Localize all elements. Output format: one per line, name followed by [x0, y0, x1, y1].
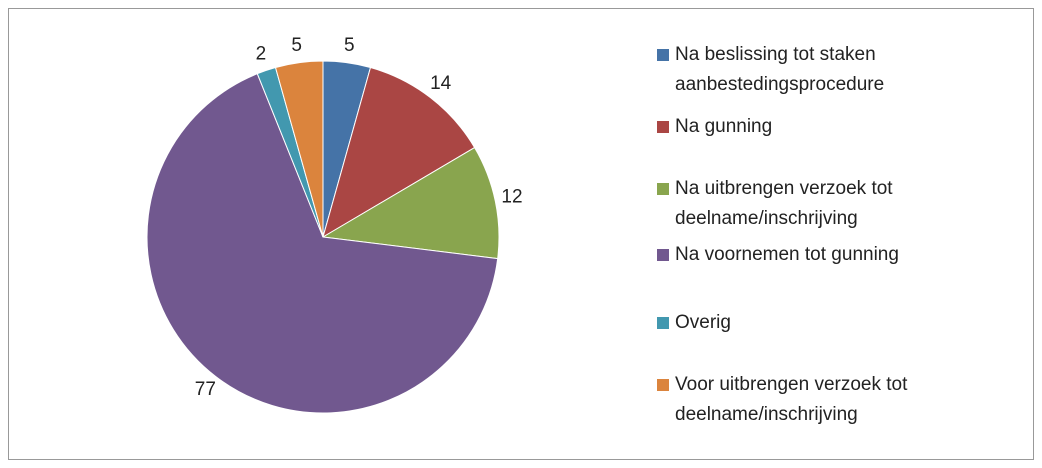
data-label: 5 [344, 35, 355, 56]
legend-label: Na gunning [675, 116, 773, 137]
legend-swatch [657, 183, 669, 195]
pie-slice [274, 60, 324, 238]
legend-label: Na beslissing tot staken aanbestedingspr… [675, 44, 885, 95]
legend-swatch [657, 121, 669, 133]
data-label: 5 [291, 35, 302, 56]
legend-swatch [657, 379, 669, 391]
pie-slice [322, 66, 476, 239]
legend-item: Na voornemen tot gunning [657, 240, 977, 270]
legend-label: Voor uitbrengen verzoek tot deelname/ins… [675, 374, 908, 425]
legend-label: Na voornemen tot gunning [675, 244, 899, 265]
legend-item: Voor uitbrengen verzoek tot deelname/ins… [657, 370, 977, 430]
legend-swatch [657, 249, 669, 261]
data-label: 2 [256, 43, 267, 64]
pie-slice [321, 146, 500, 260]
legend-item: Na uitbrengen verzoek tot deelname/insch… [657, 174, 977, 234]
legend-label: Na uitbrengen verzoek tot deelname/insch… [675, 178, 893, 229]
pie-slice [146, 73, 499, 414]
legend-label: Overig [675, 312, 731, 333]
legend-item: Na beslissing tot staken aanbestedingspr… [657, 40, 977, 100]
legend-swatch [657, 317, 669, 329]
legend-swatch [657, 49, 669, 61]
data-label: 14 [430, 73, 452, 94]
data-label: 12 [501, 187, 522, 208]
legend-item: Na gunning [657, 112, 977, 142]
legend-item: Overig [657, 308, 977, 338]
data-label: 77 [195, 379, 216, 400]
